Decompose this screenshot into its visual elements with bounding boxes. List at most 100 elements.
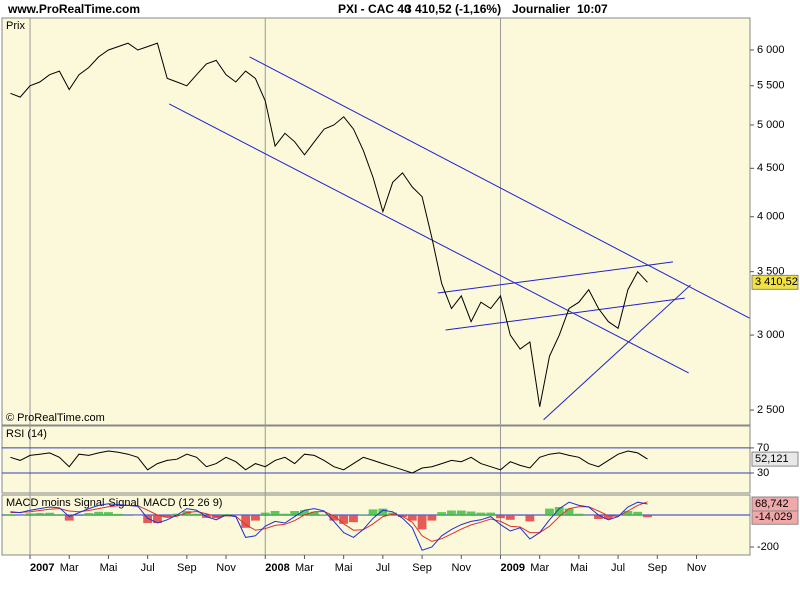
value-label: 68,742	[755, 498, 789, 510]
y-tick-label: 4 500	[757, 162, 785, 174]
x-tick-label: Mar	[530, 562, 549, 574]
x-tick-label: Nov	[687, 562, 707, 574]
legend-entry: MACD (12 26 9)	[143, 497, 222, 509]
histogram-bar	[545, 508, 554, 515]
x-tick-label: 2009	[500, 562, 524, 574]
histogram-bar	[515, 515, 525, 516]
y-tick-label: -200	[757, 541, 779, 553]
trend-line	[168, 103, 689, 374]
x-tick-label: Mar	[295, 562, 314, 574]
plot-background	[2, 18, 750, 555]
histogram-bar	[407, 515, 417, 521]
histogram-bar	[574, 513, 584, 515]
histogram-bar	[241, 515, 251, 528]
quote: 3 410,52 (-1,16%)	[405, 2, 501, 16]
histogram-bar	[309, 511, 319, 515]
value-label-box	[751, 274, 799, 290]
value-label: 52,121	[755, 453, 789, 465]
histogram-bar	[84, 513, 94, 515]
trend-line	[437, 261, 674, 294]
x-tick-label: Sep	[647, 562, 667, 574]
histogram-bar	[143, 515, 153, 523]
instrument: PXI - CAC 40	[338, 2, 411, 16]
histogram-bar	[643, 515, 652, 518]
histogram-bar	[25, 513, 35, 515]
histogram-bar	[564, 508, 574, 515]
histogram-bar	[280, 513, 290, 515]
histogram-bar	[378, 508, 388, 515]
histogram-bar	[339, 515, 349, 524]
histogram-bar	[55, 514, 64, 515]
legend-entry: Signal	[108, 497, 139, 509]
x-tick-label: Sep	[177, 562, 197, 574]
trend-line	[543, 284, 691, 421]
histogram-bar	[496, 515, 505, 519]
histogram-bar	[349, 515, 358, 523]
histogram-bar	[6, 514, 15, 515]
histogram-bar	[35, 513, 45, 515]
x-tick-label: Mar	[60, 562, 79, 574]
x-tick-label: Jul	[141, 562, 155, 574]
series-line	[10, 501, 648, 542]
panel-title: Prix	[6, 20, 25, 32]
histogram-bar	[192, 513, 202, 515]
histogram-bar	[94, 511, 104, 515]
trend-line	[445, 297, 685, 331]
x-tick-label: Nov	[216, 562, 236, 574]
value-label-box	[751, 496, 799, 512]
y-tick-label: 30	[757, 467, 769, 479]
histogram-bar	[633, 511, 643, 515]
histogram-bar	[368, 509, 378, 515]
x-tick-label: 2008	[265, 562, 289, 574]
y-tick-label: 5 000	[757, 119, 785, 131]
histogram-bar	[104, 512, 113, 515]
histogram-bar	[417, 515, 427, 530]
histogram-bar	[623, 511, 633, 515]
x-tick-label: Mai	[100, 562, 118, 574]
histogram-bar	[603, 515, 613, 519]
histogram-bar	[64, 515, 74, 521]
x-tick-label: Jul	[611, 562, 625, 574]
time: 10:07	[577, 2, 608, 16]
histogram-bar	[172, 513, 182, 515]
y-tick-label: 4 000	[757, 211, 785, 223]
histogram-bar	[290, 511, 300, 515]
y-tick-label: 3 500	[757, 266, 785, 278]
series-line	[10, 501, 648, 551]
histogram-bar	[74, 515, 84, 516]
histogram-bar	[554, 507, 564, 515]
histogram-bar	[45, 512, 55, 515]
histogram-bar	[525, 515, 535, 522]
histogram-bar	[594, 515, 603, 519]
histogram-bar	[456, 510, 466, 515]
histogram-bar	[466, 511, 476, 515]
series-line	[10, 42, 648, 407]
panel-title: RSI (14)	[6, 428, 47, 440]
y-tick-label: 70	[757, 442, 769, 454]
histogram-bar	[476, 512, 486, 515]
histogram-bar	[505, 515, 515, 520]
histogram-bar	[447, 510, 456, 515]
x-tick-label: 2007	[30, 562, 54, 574]
value-label: -14,029	[755, 511, 792, 523]
histogram-bar	[162, 515, 172, 518]
histogram-bar	[113, 513, 123, 515]
legend-entry: MACD moins Signal	[6, 497, 104, 509]
histogram-bar	[153, 515, 162, 523]
y-tick-label: 3 000	[757, 329, 785, 341]
macd-panel	[1, 494, 751, 556]
histogram-bar	[270, 511, 280, 515]
histogram-bar	[427, 515, 437, 521]
series-line	[10, 450, 648, 474]
y-tick-label: 6 000	[757, 44, 785, 56]
histogram-bar	[437, 512, 447, 515]
rsi-panel	[1, 425, 751, 494]
period: Journalier	[512, 2, 570, 16]
trend-line	[249, 56, 750, 319]
histogram-bar	[486, 512, 496, 515]
histogram-bar	[300, 510, 309, 515]
price-panel	[1, 17, 751, 426]
histogram-bar	[260, 512, 270, 515]
x-tick-label: Mai	[335, 562, 353, 574]
